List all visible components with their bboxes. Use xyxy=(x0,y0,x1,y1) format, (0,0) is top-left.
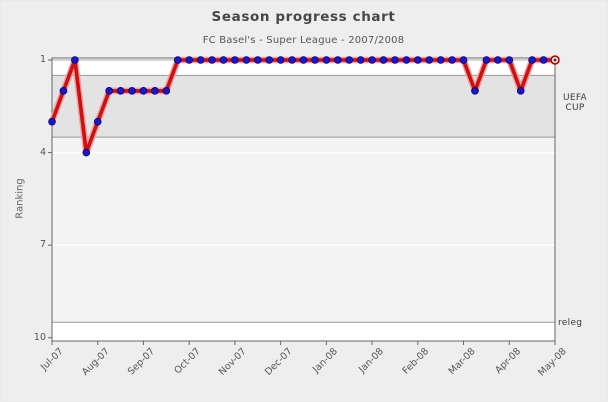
uefa-cup-label-line1: UEFA xyxy=(563,93,587,103)
data-point-marker xyxy=(276,56,285,64)
data-point-marker xyxy=(471,87,479,95)
data-point-marker xyxy=(482,56,491,64)
data-point-marker xyxy=(208,56,216,64)
data-point-marker xyxy=(288,56,296,64)
chart-title: Season progress chart xyxy=(211,9,396,25)
y-tick-label: 1 xyxy=(39,54,46,65)
data-point-marker xyxy=(322,56,331,64)
y-tick-label: 4 xyxy=(39,146,46,158)
data-point-marker xyxy=(379,56,388,64)
data-point-marker xyxy=(116,87,125,95)
data-point-marker xyxy=(402,56,411,64)
data-point-marker xyxy=(173,56,182,64)
data-point-marker xyxy=(219,56,228,64)
data-point-marker xyxy=(105,87,113,95)
data-point-marker xyxy=(82,148,91,157)
data-point-marker xyxy=(414,56,422,64)
zone-band-mid-table xyxy=(52,137,555,323)
data-point-marker xyxy=(151,87,159,95)
data-point-marker xyxy=(448,56,456,64)
data-point-marker xyxy=(231,56,239,64)
data-point-marker xyxy=(59,87,68,95)
data-point-marker xyxy=(345,56,354,64)
data-point-marker xyxy=(356,56,365,64)
data-point-marker xyxy=(265,56,274,64)
data-point-marker xyxy=(436,56,445,64)
data-point-marker xyxy=(253,56,262,64)
data-point-marker xyxy=(425,56,434,64)
chart-subtitle: FC Basel's - Super League - 2007/2008 xyxy=(202,35,405,46)
data-point-marker xyxy=(162,87,171,95)
data-point-marker xyxy=(505,56,514,64)
data-point-marker xyxy=(494,56,502,64)
data-point-marker xyxy=(185,56,193,64)
y-tick-label: 10 xyxy=(33,331,46,343)
uefa-cup-zone-label: UEFA CUP xyxy=(554,93,596,113)
data-point-marker xyxy=(528,56,536,64)
y-tick-label: 7 xyxy=(39,239,46,251)
data-point-marker xyxy=(139,87,148,95)
data-point-marker xyxy=(516,87,525,95)
data-point-marker xyxy=(299,56,308,64)
final-point-dot xyxy=(553,58,557,62)
uefa-cup-label-line2: CUP xyxy=(565,103,585,113)
data-point-marker xyxy=(539,56,548,64)
data-point-marker xyxy=(71,56,79,64)
relegation-zone-label: releg xyxy=(558,318,583,328)
data-point-marker xyxy=(333,56,342,64)
data-point-marker xyxy=(196,56,205,64)
data-point-marker xyxy=(242,56,251,64)
data-point-marker xyxy=(93,117,102,126)
zone-band-relegation xyxy=(52,322,555,341)
data-point-marker xyxy=(459,56,468,64)
data-point-marker xyxy=(128,87,136,95)
data-point-marker xyxy=(48,117,56,126)
data-point-marker xyxy=(391,56,399,64)
data-point-marker xyxy=(368,56,376,64)
data-point-marker xyxy=(311,56,319,64)
